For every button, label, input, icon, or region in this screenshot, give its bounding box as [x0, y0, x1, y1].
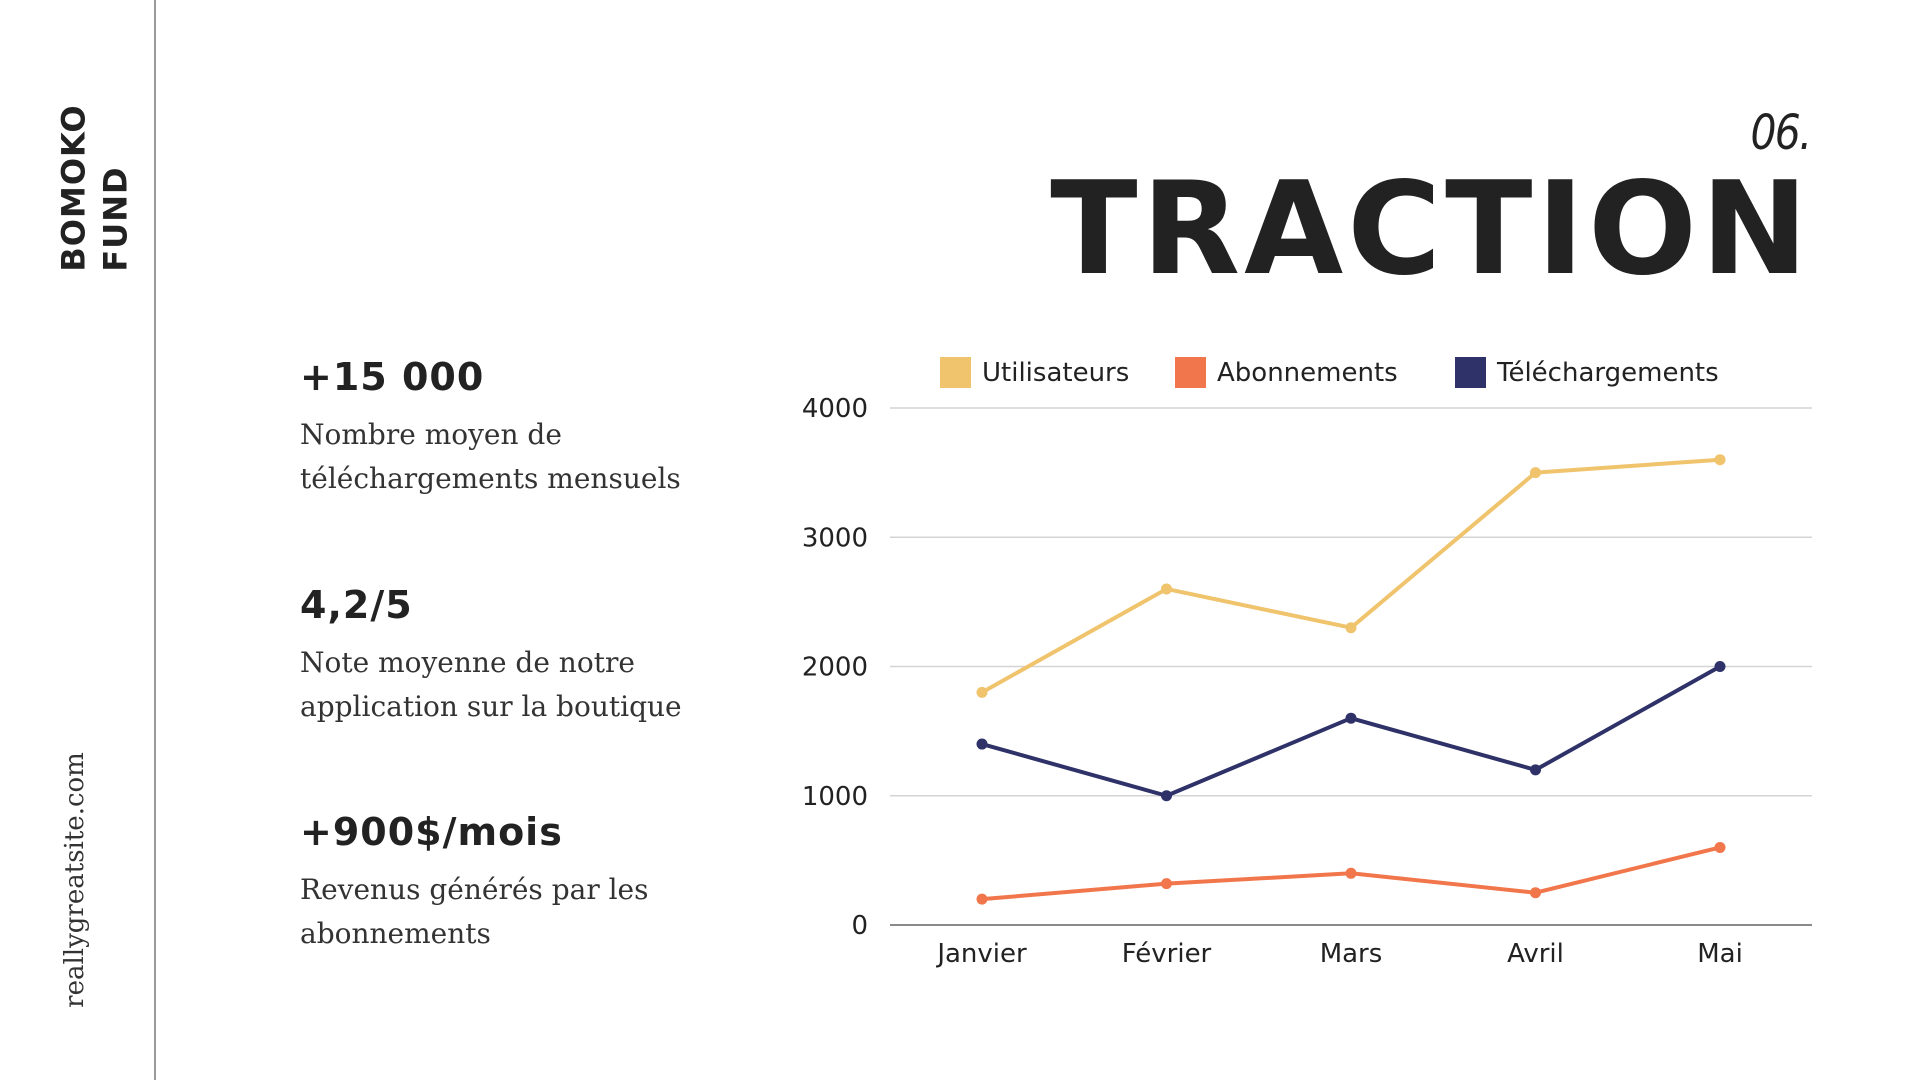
y-tick-label: 2000: [802, 653, 868, 683]
stat-description: Note moyenne de notre application sur la…: [300, 646, 682, 723]
slide-number: 06.: [1750, 105, 1812, 161]
data-point: [976, 893, 988, 905]
series-line-0: [980, 457, 1722, 695]
data-point: [1714, 454, 1726, 466]
series-line-2: [980, 664, 1722, 798]
data-point: [1714, 841, 1726, 853]
y-tick-label: 3000: [802, 523, 868, 553]
data-point: [976, 738, 988, 750]
stat-description: Nombre moyen de téléchargements mensuels: [300, 418, 681, 495]
page-title: TRACTION: [1050, 155, 1812, 304]
data-point: [1345, 622, 1357, 634]
data-point: [1161, 790, 1172, 802]
data-point: [1530, 887, 1541, 899]
x-tick-label: Janvier: [935, 939, 1027, 969]
data-point: [1161, 878, 1172, 890]
legend-label: Utilisateurs: [982, 358, 1129, 388]
data-point: [1530, 467, 1541, 479]
legend-label: Téléchargements: [1496, 358, 1719, 388]
stat-rating: 4,2/5 Note moyenne de notre application …: [300, 583, 700, 729]
stat-value: +15 000: [300, 355, 485, 399]
x-tick-label: Mars: [1320, 939, 1383, 969]
data-point: [1530, 764, 1541, 776]
legend-swatch: [1455, 357, 1486, 388]
y-tick-label: 1000: [802, 782, 868, 812]
x-tick-label: Avril: [1507, 939, 1564, 969]
x-tick-label: Février: [1122, 939, 1212, 969]
legend-swatch: [1175, 357, 1206, 388]
data-point: [1714, 661, 1726, 672]
stat-value: +900$/mois: [300, 810, 563, 854]
y-tick-label: 0: [851, 911, 868, 941]
stat-description: Revenus générés par les abonnements: [300, 873, 649, 950]
stat-value: 4,2/5: [300, 583, 413, 627]
sidebar-divider: [154, 0, 156, 1080]
data-point: [1345, 867, 1357, 879]
data-point: [1161, 583, 1172, 595]
legend-label: Abonnements: [1217, 358, 1398, 388]
x-tick-label: Mai: [1697, 939, 1743, 969]
stat-downloads: +15 000 Nombre moyen de téléchargements …: [300, 355, 700, 501]
y-tick-label: 4000: [802, 394, 868, 424]
legend-swatch: [940, 357, 971, 388]
stat-revenue: +900$/mois Revenus générés par les abonn…: [300, 810, 700, 956]
data-point: [1345, 712, 1357, 724]
data-point: [976, 686, 988, 698]
